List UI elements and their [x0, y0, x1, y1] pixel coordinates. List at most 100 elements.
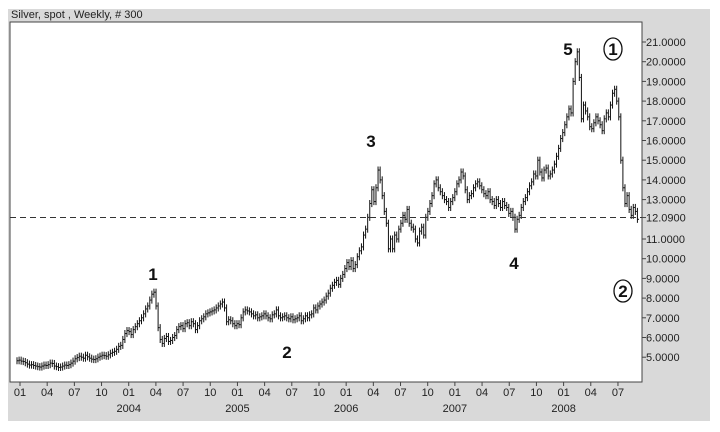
y-tick-label: 21.0000	[646, 37, 686, 49]
wave-label-2: 2	[618, 282, 627, 301]
price-bar	[307, 312, 310, 322]
price-bar	[408, 205, 411, 227]
price-bar	[72, 357, 75, 367]
price-bar	[151, 290, 154, 304]
price-bar	[497, 196, 500, 208]
price-bar	[419, 227, 422, 247]
price-bar	[327, 289, 330, 300]
price-bar	[26, 359, 29, 368]
price-bar	[470, 190, 474, 200]
price-bar	[95, 355, 98, 364]
price-bar	[161, 335, 164, 347]
price-bar	[585, 101, 588, 115]
price-bar	[529, 182, 532, 196]
price-bar	[167, 332, 171, 345]
price-bar	[549, 170, 552, 180]
price-bar	[143, 310, 146, 322]
price-bar	[120, 341, 123, 350]
price-bar	[209, 308, 212, 317]
y-tick-label: 5.0000	[646, 352, 680, 364]
price-bar	[248, 307, 251, 316]
price-bar	[616, 85, 619, 105]
price-bar	[68, 361, 71, 370]
price-bar	[423, 223, 426, 239]
wave-label-4: 4	[509, 254, 519, 273]
price-bar	[502, 198, 505, 212]
price-bar	[109, 349, 112, 359]
price-bar	[296, 314, 299, 323]
price-bar	[199, 317, 202, 330]
price-bar	[593, 119, 596, 133]
price-bar	[448, 198, 451, 212]
price-bar	[601, 121, 604, 135]
price-bar	[228, 316, 231, 326]
price-bar	[58, 363, 61, 371]
price-bar	[458, 176, 461, 188]
price-bar	[582, 101, 586, 123]
price-bar	[84, 351, 88, 362]
price-bar	[280, 312, 283, 322]
price-bar	[28, 360, 32, 369]
price-bar	[520, 203, 523, 219]
price-bar	[390, 235, 393, 253]
price-bar	[78, 352, 81, 362]
y-tick-label: 11.0000	[646, 234, 685, 246]
price-bar	[333, 278, 337, 289]
price-bar	[597, 113, 600, 125]
y-tick-label: 16.0000	[646, 136, 686, 148]
x-tick-label: 07	[68, 387, 80, 399]
price-bar	[236, 320, 239, 330]
price-bar	[317, 302, 320, 314]
price-bar	[558, 144, 561, 160]
price-bar	[74, 355, 77, 365]
plot-area	[9, 21, 643, 383]
y-tick-label: 15.0000	[646, 155, 686, 167]
price-bar	[325, 292, 328, 304]
x-year-label: 2007	[443, 403, 467, 415]
price-bar	[589, 113, 592, 131]
price-bar	[572, 77, 575, 117]
price-bar	[556, 152, 559, 168]
price-bar	[373, 186, 376, 206]
price-bar	[338, 276, 341, 288]
y-tick-label: 12.0900	[646, 213, 686, 225]
price-bar	[267, 312, 270, 322]
price-bar	[244, 306, 247, 316]
price-bar	[441, 188, 444, 200]
price-bar	[288, 314, 291, 323]
price-bar	[468, 192, 471, 204]
price-bar	[371, 186, 374, 208]
price-bar	[553, 160, 557, 174]
price-bar	[319, 300, 322, 310]
price-bar	[155, 288, 158, 310]
price-bar	[607, 109, 610, 121]
price-bar	[145, 305, 148, 318]
price-bar	[323, 296, 326, 306]
price-bar	[230, 316, 233, 325]
price-bar	[605, 109, 608, 123]
price-bar	[246, 306, 249, 315]
price-bar	[383, 192, 386, 215]
price-bar	[377, 166, 380, 192]
price-bar	[298, 312, 301, 322]
price-bar	[514, 213, 517, 233]
price-bar	[340, 274, 343, 288]
price-bar	[533, 170, 536, 186]
x-tick-label: 10	[95, 387, 107, 399]
price-bar	[33, 361, 36, 370]
price-bar	[165, 332, 168, 343]
price-bar	[524, 194, 527, 206]
price-bar	[87, 351, 90, 361]
price-bar	[194, 320, 198, 334]
price-bar	[400, 219, 403, 233]
wave-label-1: 1	[608, 40, 617, 59]
wave-labels: 1 2 3 4 5 1 2	[148, 37, 633, 362]
price-bar	[392, 235, 395, 253]
x-tick-label: 01	[123, 387, 135, 399]
price-bar	[253, 310, 256, 320]
price-bar	[60, 363, 63, 371]
y-tick-label: 6.0000	[646, 333, 680, 345]
price-bar	[130, 328, 133, 339]
x-tick-label: 04	[476, 387, 488, 399]
price-bar	[379, 166, 382, 184]
